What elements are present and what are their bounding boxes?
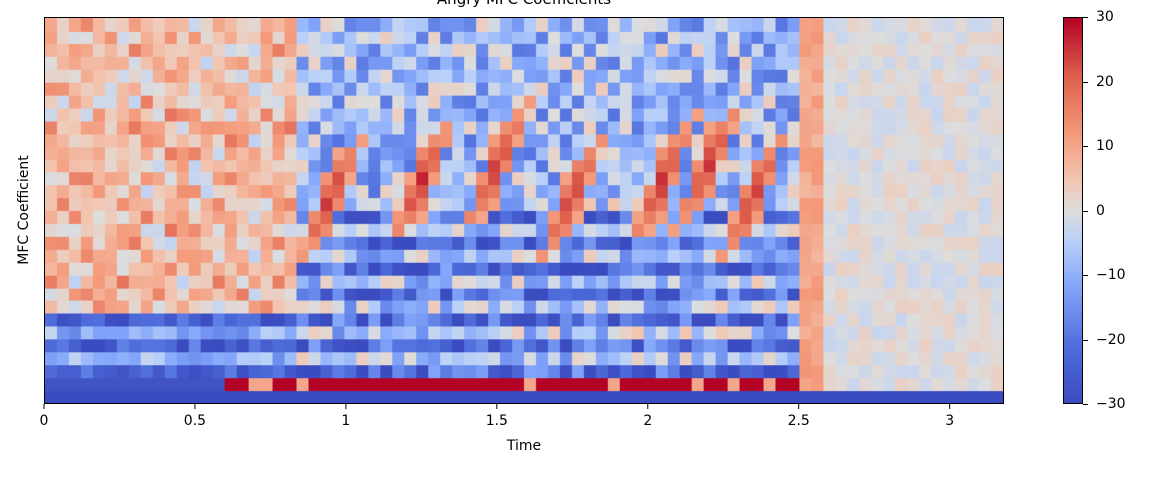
mfcc-heatmap bbox=[44, 17, 1004, 404]
x-axis-label: Time bbox=[506, 438, 542, 454]
colorbar-tick-label: −20 bbox=[1096, 331, 1126, 348]
x-tick-label: 3 bbox=[945, 413, 954, 429]
colorbar-tick-label: −10 bbox=[1096, 267, 1126, 283]
x-tick-label: 2 bbox=[643, 413, 652, 429]
y-axis-label: MFC Coefficient bbox=[16, 155, 32, 265]
colorbar bbox=[1063, 17, 1083, 404]
x-tick-label: 1.5 bbox=[486, 413, 508, 429]
x-tick-label: 0 bbox=[40, 413, 49, 429]
colorbar-tick-label: 30 bbox=[1096, 9, 1114, 25]
colorbar-tick bbox=[1083, 404, 1088, 405]
colorbar-tick bbox=[1083, 17, 1088, 18]
x-tick-label: 0.5 bbox=[184, 413, 206, 429]
colorbar-tick bbox=[1083, 339, 1088, 341]
x-tick-label: 1 bbox=[341, 413, 350, 429]
colorbar-tick-label: 0 bbox=[1096, 202, 1105, 219]
colorbar-tick-label: 20 bbox=[1096, 73, 1114, 90]
colorbar-tick bbox=[1083, 81, 1088, 83]
chart-title: Angry MFC Coefficients bbox=[44, 0, 1004, 8]
colorbar-tick bbox=[1083, 275, 1088, 276]
colorbar-tick-label: −30 bbox=[1096, 396, 1126, 412]
colorbar-tick bbox=[1083, 146, 1088, 147]
x-tick-label: 2.5 bbox=[788, 413, 810, 429]
colorbar-tick-label: 10 bbox=[1096, 138, 1114, 154]
colorbar-tick bbox=[1083, 210, 1088, 212]
